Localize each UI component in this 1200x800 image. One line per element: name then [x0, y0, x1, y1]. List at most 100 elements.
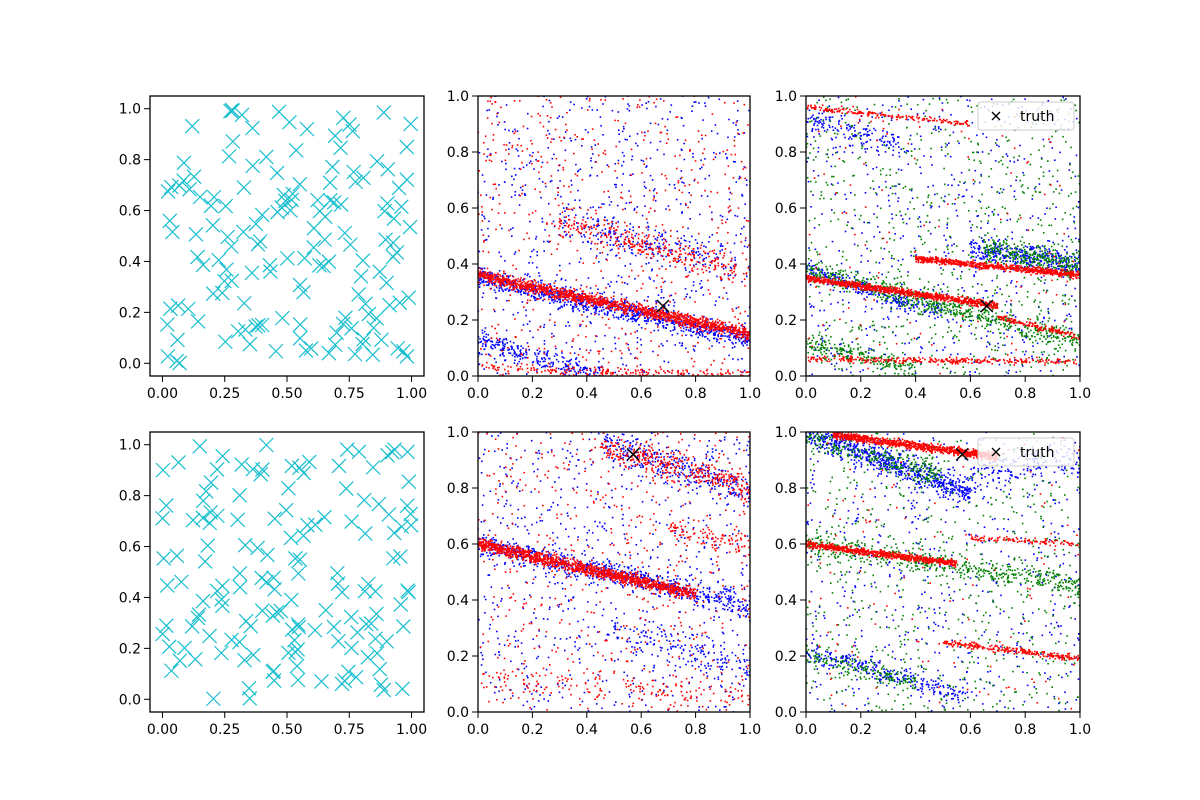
point	[656, 245, 659, 248]
point	[505, 279, 508, 281]
point	[678, 240, 681, 242]
point	[666, 370, 669, 372]
point	[483, 239, 485, 242]
point	[915, 320, 917, 322]
sample-marker	[299, 121, 315, 137]
point	[593, 298, 595, 300]
point	[1073, 259, 1076, 261]
sample-marker	[333, 140, 349, 156]
point	[482, 234, 485, 236]
point	[726, 298, 729, 300]
point	[679, 314, 681, 317]
point	[602, 246, 605, 248]
point	[594, 370, 597, 372]
point	[560, 372, 563, 374]
point	[505, 277, 508, 280]
point	[621, 130, 624, 133]
point	[517, 280, 519, 283]
point	[663, 153, 665, 156]
point	[639, 307, 641, 310]
point	[564, 297, 567, 299]
point	[683, 182, 685, 184]
point	[636, 318, 639, 321]
point	[638, 226, 640, 228]
point	[488, 220, 490, 223]
sample-marker	[278, 193, 293, 209]
point	[527, 357, 529, 359]
point	[495, 281, 497, 283]
point	[714, 326, 717, 329]
point	[635, 314, 637, 316]
point	[580, 295, 583, 298]
point	[665, 315, 668, 317]
point	[615, 236, 617, 239]
point	[611, 225, 613, 227]
point	[589, 287, 592, 289]
point	[572, 338, 575, 340]
point	[709, 328, 712, 331]
sample-marker	[180, 301, 196, 317]
point	[583, 227, 585, 230]
sample-marker	[205, 217, 221, 233]
sample-marker	[162, 213, 178, 229]
point	[616, 301, 619, 303]
point	[561, 211, 564, 214]
point	[523, 306, 525, 308]
point	[600, 304, 602, 307]
point	[526, 286, 528, 288]
point	[674, 344, 676, 346]
point	[644, 249, 646, 251]
point	[737, 369, 739, 371]
point	[614, 301, 616, 303]
point	[638, 312, 640, 315]
point	[741, 371, 743, 374]
point	[1031, 215, 1034, 217]
point	[743, 332, 745, 335]
point	[495, 286, 498, 289]
point	[549, 180, 552, 183]
point	[534, 279, 536, 282]
point	[696, 325, 699, 327]
point	[636, 133, 639, 135]
point	[711, 373, 714, 376]
point	[508, 352, 510, 354]
point	[923, 112, 925, 115]
point	[569, 352, 572, 354]
point	[526, 164, 528, 166]
point	[488, 354, 491, 356]
point	[694, 323, 696, 326]
point	[539, 290, 541, 292]
point	[719, 276, 722, 278]
point	[596, 303, 599, 306]
point	[679, 244, 681, 247]
point	[596, 233, 599, 235]
point	[502, 363, 504, 366]
point	[579, 302, 582, 305]
point	[714, 124, 717, 126]
point	[717, 334, 719, 336]
point	[549, 296, 551, 298]
point	[630, 236, 633, 239]
point	[563, 216, 566, 219]
point	[606, 314, 609, 316]
point	[531, 294, 533, 297]
point	[616, 307, 619, 310]
point	[692, 327, 695, 329]
point	[504, 159, 507, 162]
point	[669, 317, 671, 319]
point	[810, 206, 812, 208]
point	[730, 259, 733, 262]
point	[719, 319, 721, 322]
point	[549, 102, 552, 104]
point	[597, 218, 599, 220]
point	[576, 297, 578, 299]
point	[537, 292, 540, 295]
point	[716, 330, 718, 333]
point	[575, 301, 578, 304]
point	[717, 226, 720, 229]
point	[562, 295, 565, 298]
point	[595, 224, 598, 227]
point	[597, 154, 600, 157]
point	[733, 242, 736, 245]
point	[545, 293, 548, 296]
